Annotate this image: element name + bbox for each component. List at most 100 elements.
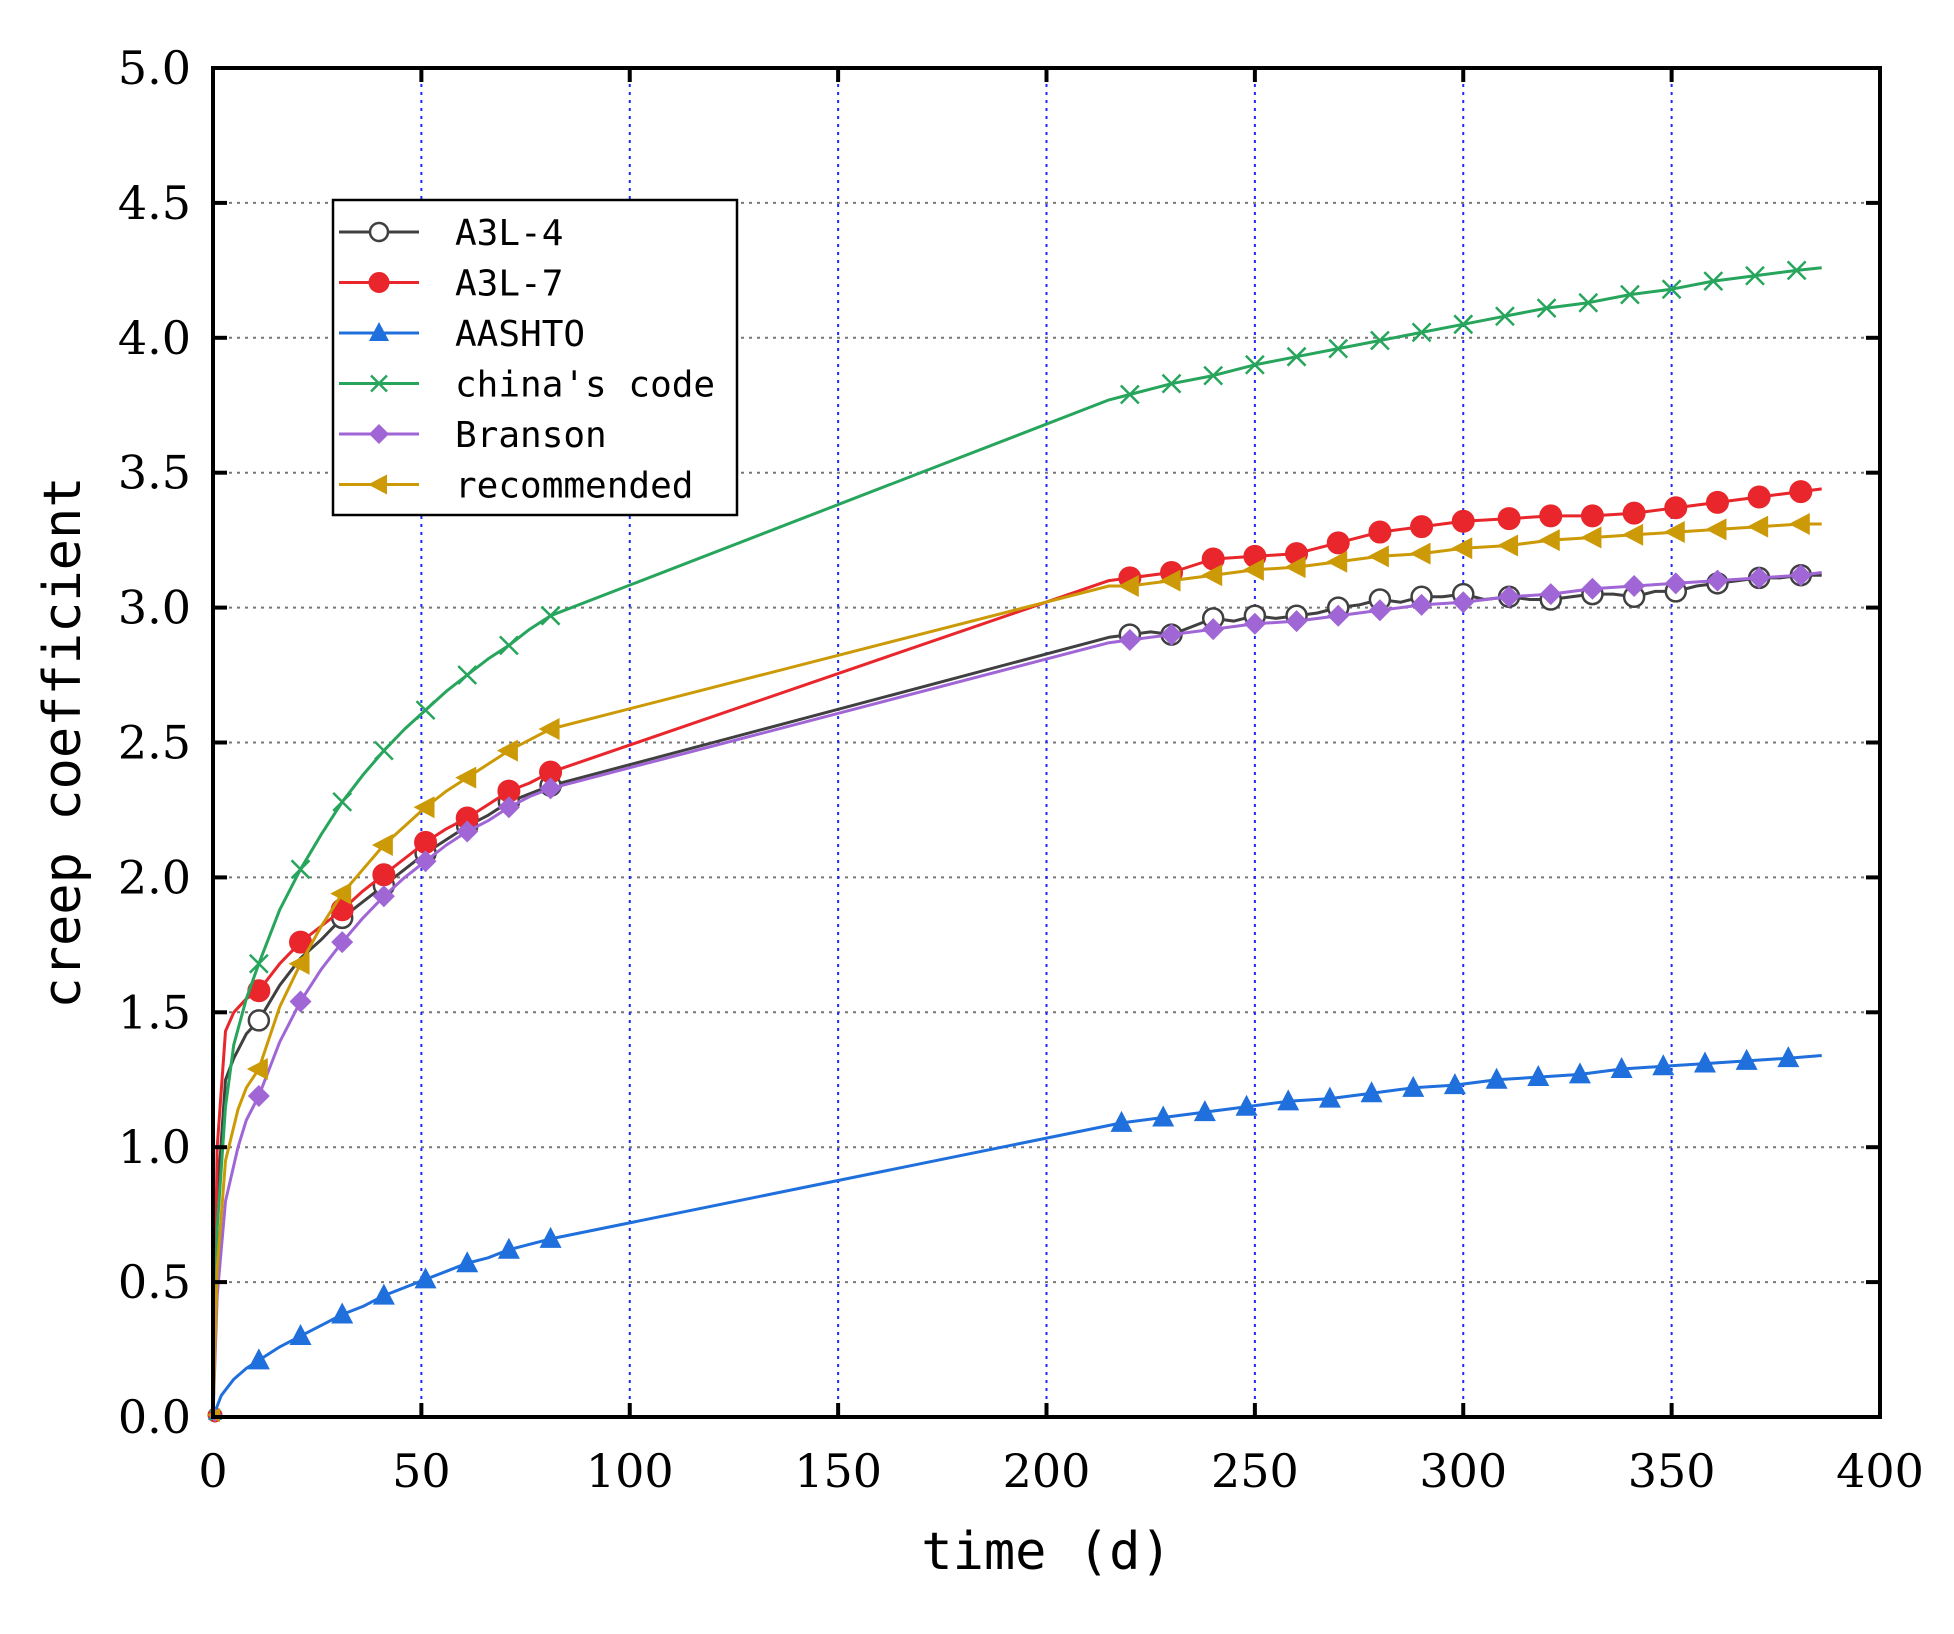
data-point	[1161, 373, 1182, 394]
y-tick-label: 0.5	[118, 1255, 191, 1309]
data-point	[1410, 593, 1433, 616]
data-point	[457, 665, 478, 685]
x-tick-label: 50	[392, 1444, 451, 1498]
data-point	[371, 834, 393, 857]
legend-entry: AASHTO	[339, 314, 585, 355]
data-point	[1411, 322, 1432, 343]
data-point	[1360, 1081, 1383, 1103]
data-point	[1160, 623, 1183, 646]
data-point	[456, 1251, 479, 1273]
data-point	[1159, 569, 1181, 592]
data-point	[1201, 564, 1223, 587]
legend-box	[331, 198, 739, 517]
data-point	[1235, 1094, 1258, 1116]
data-point	[1118, 628, 1141, 651]
legend-label: Branson	[455, 415, 607, 456]
data-point	[1152, 1105, 1175, 1127]
data-point	[1539, 583, 1562, 606]
grid-lines	[213, 68, 1880, 1417]
data-point	[246, 1057, 268, 1080]
data-point	[497, 1237, 520, 1259]
data-point	[1705, 490, 1729, 514]
data-point	[1788, 512, 1810, 535]
data-point	[1328, 338, 1349, 359]
data-point	[1663, 521, 1685, 544]
data-point	[370, 374, 388, 393]
data-point	[1735, 1048, 1758, 1070]
x-tick-label: 300	[1419, 1444, 1507, 1498]
y-tick-label: 3.5	[118, 446, 191, 500]
data-point	[1453, 314, 1474, 335]
data-point	[289, 990, 312, 1013]
legend-label: recommended	[455, 466, 693, 507]
data-point	[1368, 599, 1391, 622]
data-point	[414, 1267, 437, 1289]
y-tick-label: 4.5	[118, 176, 191, 230]
data-point	[288, 952, 310, 975]
legend-entry: Branson	[339, 415, 607, 456]
data-point	[1485, 1067, 1508, 1089]
data-point	[1706, 569, 1729, 592]
data-point	[1581, 577, 1604, 600]
series-branson	[208, 564, 1822, 1422]
data-point	[1580, 526, 1602, 549]
series-group	[207, 260, 1822, 1423]
data-point	[1693, 1051, 1716, 1073]
data-point	[1568, 1062, 1591, 1084]
legend-label: china's code	[455, 365, 715, 406]
data-point	[455, 766, 477, 789]
data-point	[332, 791, 353, 812]
data-point	[1327, 604, 1350, 627]
y-tick-label: 4.0	[118, 311, 191, 365]
data-point	[1451, 537, 1473, 560]
data-point	[368, 474, 387, 495]
data-point	[1747, 515, 1769, 538]
x-tick-label: 0	[198, 1444, 227, 1498]
data-point	[1664, 496, 1688, 520]
data-point	[497, 796, 520, 819]
data-point	[1705, 518, 1727, 541]
y-tick-label: 5.0	[118, 41, 191, 95]
data-point	[1368, 520, 1392, 544]
data-point	[369, 322, 389, 341]
x-tick-label: 100	[586, 1444, 674, 1498]
data-point	[1244, 354, 1265, 375]
legend-label: A3L-4	[455, 213, 563, 254]
data-point	[1326, 531, 1350, 555]
data-point	[289, 1324, 312, 1346]
data-point	[372, 863, 396, 887]
data-point	[1242, 558, 1264, 581]
data-point	[1580, 504, 1604, 528]
data-point	[1536, 298, 1557, 319]
data-point	[1409, 542, 1431, 565]
data-point	[456, 820, 479, 843]
data-point	[540, 605, 561, 626]
series-recommended	[207, 512, 1822, 1422]
data-point	[1286, 346, 1307, 367]
data-point	[1652, 1054, 1675, 1076]
data-point	[1119, 384, 1140, 405]
x-tick-label: 400	[1836, 1444, 1924, 1498]
legend: A3L-4 A3L-7 AASHTO china's code Branson recom…	[331, 198, 739, 517]
data-point	[372, 885, 395, 908]
data-point	[499, 635, 519, 656]
data-point	[538, 718, 560, 741]
x-axis-title: time (d)	[921, 1522, 1171, 1582]
data-point	[1367, 545, 1389, 568]
data-point	[1497, 534, 1519, 557]
data-point	[1410, 515, 1434, 539]
data-point	[373, 740, 394, 761]
data-point	[1193, 1100, 1216, 1122]
series-aashto	[208, 1046, 1822, 1420]
data-point	[1745, 265, 1765, 286]
data-point	[1538, 529, 1560, 552]
data-point	[539, 1226, 562, 1248]
data-point	[1284, 556, 1306, 579]
data-point	[1661, 279, 1682, 300]
y-tick-label: 0.0	[118, 1390, 191, 1444]
data-point	[1318, 1086, 1341, 1108]
data-point	[1285, 610, 1308, 633]
data-point	[1452, 591, 1475, 614]
data-point	[1664, 572, 1687, 595]
series-china-s-code	[209, 260, 1822, 1421]
